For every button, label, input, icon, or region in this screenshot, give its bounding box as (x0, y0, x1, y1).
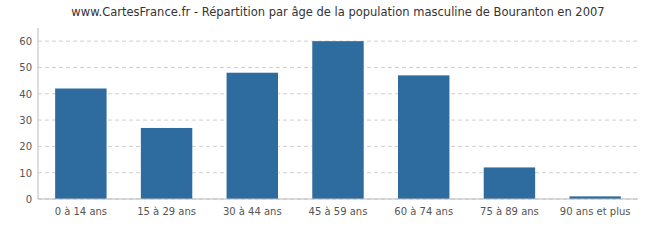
y-tick-label: 50 (19, 62, 32, 73)
x-tick-label: 0 à 14 ans (55, 206, 107, 217)
x-tick-label: 30 à 44 ans (223, 206, 282, 217)
y-tick-label: 40 (19, 89, 32, 100)
grid (38, 41, 638, 199)
y-tick-label: 0 (26, 194, 32, 205)
bar (141, 128, 192, 199)
bars (55, 41, 621, 199)
x-tick-label: 45 à 59 ans (309, 206, 368, 217)
y-tick-label: 20 (19, 141, 32, 152)
y-tick-label: 30 (19, 115, 32, 126)
x-tick-label: 75 à 89 ans (480, 206, 539, 217)
x-tick-label: 90 ans et plus (560, 206, 631, 217)
bar (484, 167, 535, 199)
chart-container: www.CartesFrance.fr - Répartition par âg… (0, 0, 650, 229)
y-tick-label: 60 (19, 36, 32, 47)
bar (398, 75, 449, 199)
y-tick-label: 10 (19, 168, 32, 179)
x-axis-line (38, 199, 638, 200)
bar (55, 89, 106, 199)
bar (312, 41, 363, 199)
bar (227, 73, 278, 199)
x-tick-label: 60 à 74 ans (394, 206, 453, 217)
y-axis-line (38, 28, 39, 199)
title: www.CartesFrance.fr - Répartition par âg… (71, 5, 604, 19)
grid-line (38, 199, 638, 200)
chart: www.CartesFrance.fr - Répartition par âg… (0, 0, 650, 229)
x-tick-label: 15 à 29 ans (137, 206, 196, 217)
